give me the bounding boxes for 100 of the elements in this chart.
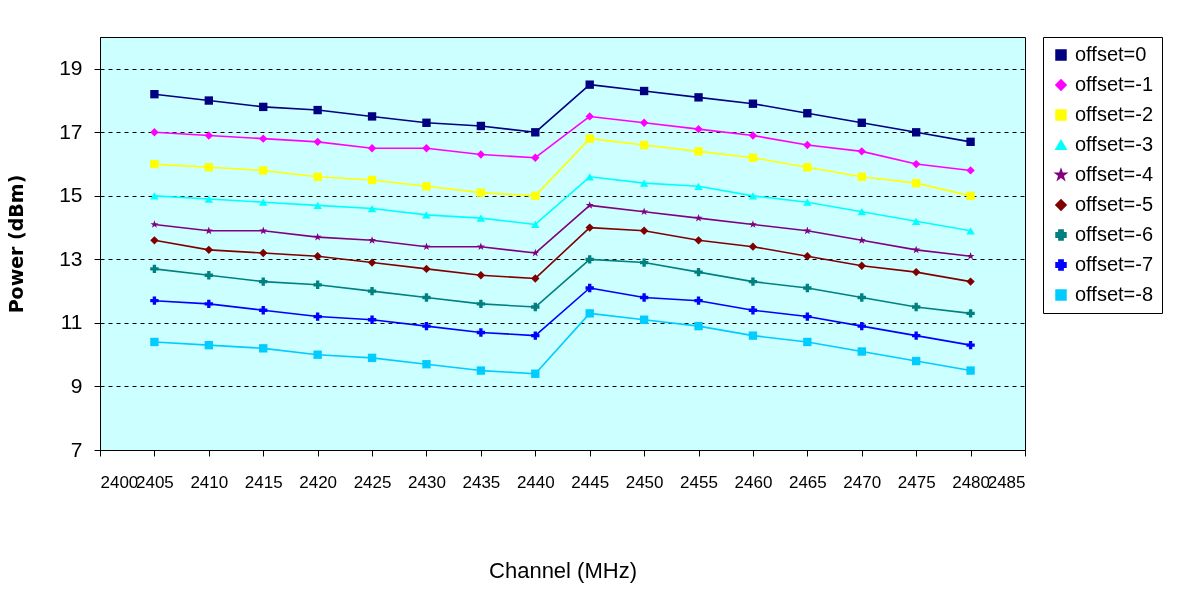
point bbox=[313, 105, 322, 115]
x-tick-label: 2445 bbox=[571, 472, 610, 492]
point bbox=[694, 321, 703, 331]
point bbox=[966, 227, 975, 235]
legend-label: offset=-8 bbox=[1075, 283, 1154, 305]
point bbox=[748, 99, 758, 108]
point bbox=[204, 245, 214, 255]
point bbox=[476, 188, 486, 197]
point bbox=[748, 220, 757, 228]
point bbox=[367, 204, 377, 213]
point bbox=[531, 331, 540, 340]
point bbox=[150, 337, 159, 347]
point bbox=[476, 271, 486, 280]
point bbox=[422, 360, 431, 369]
point bbox=[748, 131, 758, 140]
x-axis-title: Channel (MHz) bbox=[489, 557, 637, 583]
point bbox=[422, 293, 431, 302]
point bbox=[803, 198, 812, 206]
point bbox=[639, 258, 649, 267]
y-tick-label: 7 bbox=[70, 437, 83, 461]
point bbox=[259, 248, 268, 258]
point bbox=[150, 264, 159, 274]
point bbox=[150, 159, 159, 169]
point bbox=[585, 112, 594, 121]
point bbox=[531, 302, 540, 312]
point bbox=[259, 102, 268, 112]
point bbox=[150, 296, 159, 305]
point bbox=[259, 344, 268, 353]
point bbox=[640, 207, 649, 216]
point bbox=[966, 366, 975, 375]
point bbox=[367, 144, 377, 153]
x-tick-label: 2420 bbox=[299, 472, 338, 492]
y-tick-label: 17 bbox=[59, 119, 83, 143]
point bbox=[803, 283, 812, 293]
x-tick-label: 2425 bbox=[353, 472, 392, 492]
point bbox=[585, 134, 594, 143]
point bbox=[857, 208, 866, 216]
point bbox=[531, 274, 540, 283]
point bbox=[694, 147, 703, 156]
x-tick-label: 2400 bbox=[100, 472, 139, 492]
point bbox=[313, 350, 322, 359]
point bbox=[639, 118, 649, 127]
point bbox=[694, 93, 703, 102]
y-tick-label: 11 bbox=[60, 310, 83, 334]
point bbox=[911, 217, 921, 225]
point bbox=[748, 192, 758, 200]
point bbox=[259, 226, 268, 235]
point bbox=[857, 347, 866, 356]
point bbox=[803, 140, 812, 150]
point bbox=[367, 258, 377, 267]
legend-label: offset=0 bbox=[1075, 43, 1147, 65]
point bbox=[531, 153, 540, 162]
legend-label: offset=-2 bbox=[1075, 103, 1154, 125]
point bbox=[204, 195, 214, 203]
point bbox=[531, 128, 540, 137]
legend-label: offset=-1 bbox=[1075, 73, 1154, 95]
point bbox=[204, 131, 214, 140]
point bbox=[476, 150, 486, 159]
point bbox=[204, 96, 214, 105]
point bbox=[422, 211, 431, 219]
point bbox=[259, 134, 268, 143]
point bbox=[531, 220, 540, 229]
x-tick-label: 2465 bbox=[788, 472, 827, 492]
point bbox=[476, 299, 486, 309]
legend-label: offset=-4 bbox=[1075, 163, 1154, 185]
y-axis-title: Power (dBm) bbox=[5, 174, 28, 314]
point bbox=[639, 315, 649, 324]
point bbox=[857, 293, 866, 302]
point bbox=[204, 299, 214, 309]
point bbox=[259, 166, 268, 175]
point bbox=[966, 166, 975, 175]
y-tick-label: 13 bbox=[59, 246, 83, 270]
point bbox=[966, 252, 975, 260]
point bbox=[422, 118, 431, 127]
point bbox=[476, 121, 486, 131]
point bbox=[748, 242, 758, 251]
point bbox=[150, 128, 159, 137]
point bbox=[748, 331, 758, 340]
point bbox=[313, 137, 322, 147]
point bbox=[150, 220, 159, 228]
x-tick-label: 2475 bbox=[897, 472, 936, 492]
point bbox=[857, 321, 866, 331]
point bbox=[857, 118, 866, 127]
point bbox=[367, 286, 377, 296]
point bbox=[966, 309, 975, 318]
x-tick-label: 2460 bbox=[734, 472, 773, 492]
point bbox=[313, 172, 322, 181]
point bbox=[966, 340, 975, 350]
point bbox=[639, 140, 649, 150]
point bbox=[259, 277, 268, 286]
point bbox=[911, 267, 921, 277]
point bbox=[422, 144, 431, 153]
point bbox=[313, 312, 322, 321]
point bbox=[857, 147, 866, 156]
point bbox=[585, 201, 594, 209]
point bbox=[857, 172, 866, 181]
point bbox=[476, 242, 485, 251]
x-tick-label: 2415 bbox=[244, 472, 283, 492]
point bbox=[259, 198, 268, 206]
point bbox=[911, 302, 921, 312]
